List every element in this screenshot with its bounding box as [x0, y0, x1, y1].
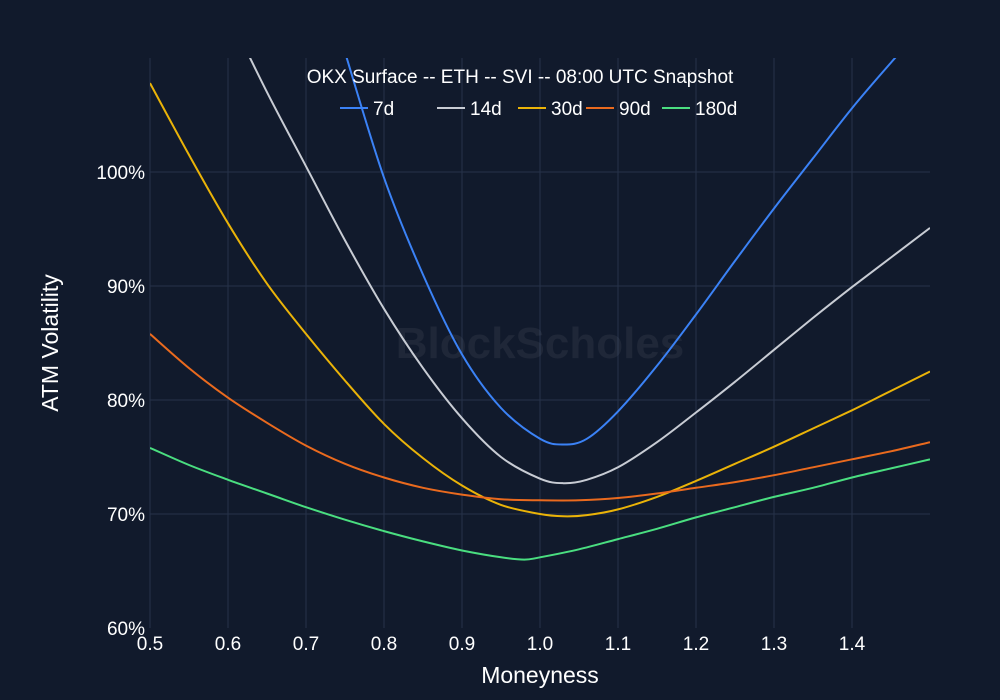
x-tick-label: 0.9 — [449, 634, 475, 655]
legend-item-30d[interactable]: 30d — [518, 99, 583, 120]
x-tick-label: 1.0 — [527, 634, 553, 655]
series-line-90d — [150, 333, 930, 502]
grid — [149, 58, 930, 628]
legend-item-14d[interactable]: 14d — [437, 99, 502, 120]
legend-label: 180d — [695, 99, 737, 120]
legend-item-7d[interactable]: 7d — [340, 99, 394, 120]
legend-item-180d[interactable]: 180d — [662, 99, 737, 120]
legend-item-90d[interactable]: 90d — [586, 99, 651, 120]
legend-label: 7d — [373, 99, 394, 120]
y-tick-label: 100% — [96, 163, 145, 184]
series-line-7d — [345, 58, 897, 446]
y-axis-ticks: 60% 70% 80% 90% 100% — [96, 163, 145, 640]
legend-label: 14d — [470, 99, 502, 120]
series-line-14d — [248, 58, 930, 485]
legend-label: 90d — [619, 99, 651, 120]
x-axis-ticks: 0.5 0.6 0.7 0.8 0.9 1.0 1.1 1.2 1.3 1.4 — [137, 634, 866, 655]
series-line-180d — [150, 446, 930, 561]
x-tick-label: 1.3 — [761, 634, 787, 655]
x-tick-label: 1.2 — [683, 634, 709, 655]
y-tick-label: 90% — [107, 277, 145, 298]
legend-label: 30d — [551, 99, 583, 120]
x-axis-title: Moneyness — [481, 662, 599, 688]
watermark: BlockScholes — [396, 319, 685, 368]
x-tick-label: 1.1 — [605, 634, 631, 655]
x-tick-label: 0.8 — [371, 634, 397, 655]
y-tick-label: 80% — [107, 391, 145, 412]
x-tick-label: 0.7 — [293, 634, 319, 655]
plot-area — [150, 58, 930, 561]
chart-title: OKX Surface -- ETH -- SVI -- 08:00 UTC S… — [307, 67, 734, 88]
x-tick-label: 0.5 — [137, 634, 163, 655]
x-tick-label: 1.4 — [839, 634, 866, 655]
series-line-30d — [150, 82, 930, 518]
y-tick-label: 70% — [107, 505, 145, 526]
legend: 7d 14d 30d 90d 180d — [340, 99, 737, 120]
y-axis-title: ATM Volatility — [37, 274, 63, 412]
x-tick-label: 0.6 — [215, 634, 241, 655]
y-tick-label: 60% — [107, 619, 145, 640]
